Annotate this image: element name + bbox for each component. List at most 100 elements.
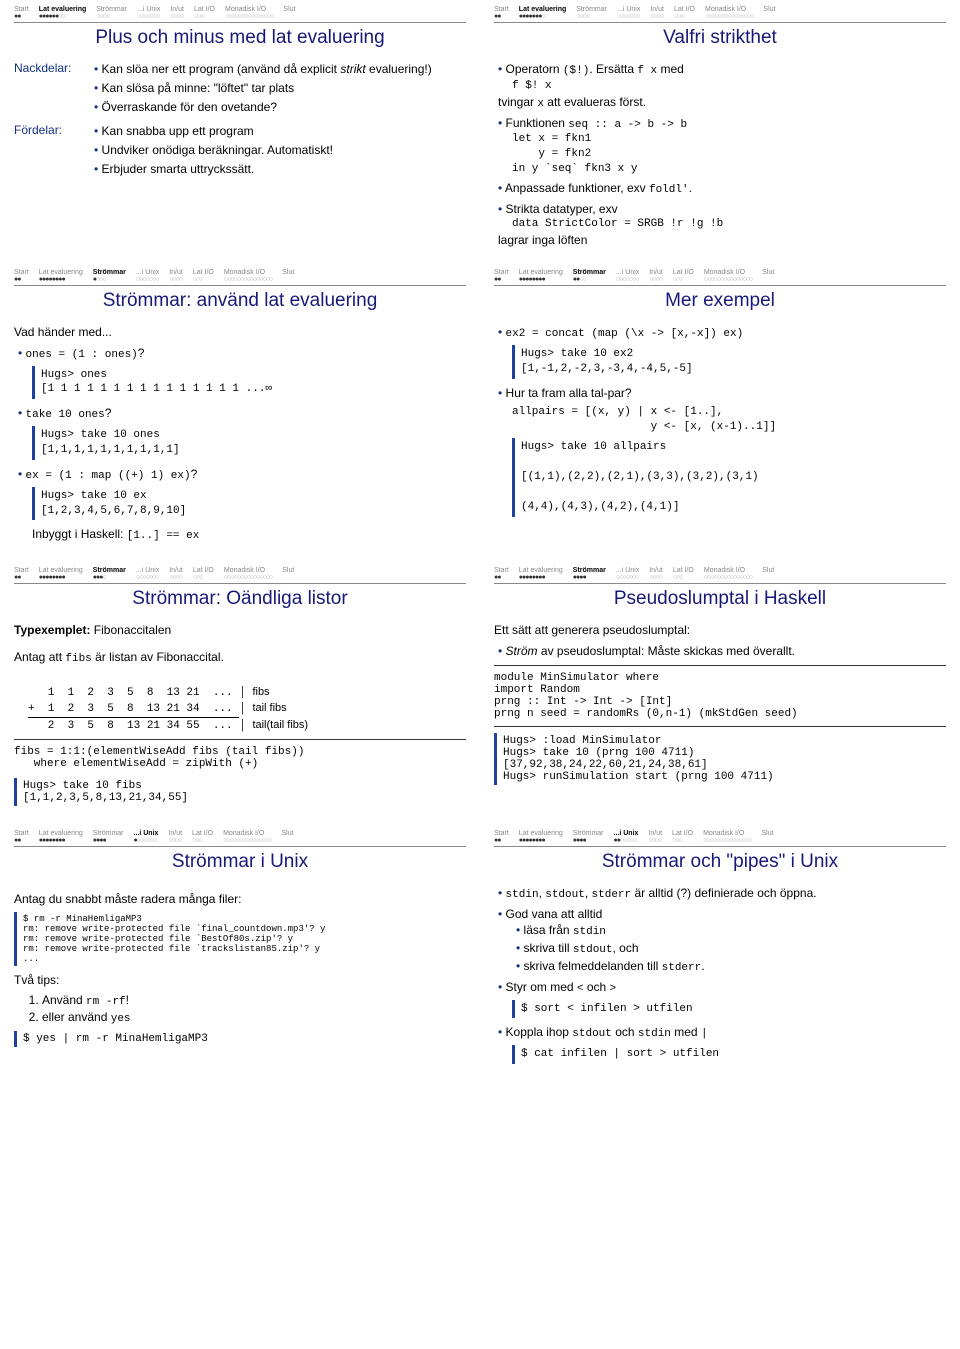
nav-item: Lat evaluering●●●●●●●● xyxy=(39,269,83,283)
nav-item: Monadisk I/O○○○○○○○○○○○○○○○ xyxy=(705,6,753,20)
nav-item: Monadisk I/O○○○○○○○○○○○○○○○ xyxy=(224,567,272,581)
nav-item: Lat evaluering●●●●●●●● xyxy=(519,830,563,844)
prng-list: Ström av pseudoslumptal: Måste skickas m… xyxy=(494,643,946,659)
nav-item: ...i Unix●●○○○○○ xyxy=(614,830,639,844)
nav-item: Monadisk I/O○○○○○○○○○○○○○○○ xyxy=(703,830,751,844)
nav-item: Strömmar●●●● xyxy=(573,567,606,581)
nav-item: Monadisk I/O○○○○○○○○○○○○○○○ xyxy=(225,6,273,20)
nav-item: Lat I/O○○○ xyxy=(674,6,695,20)
nav-item: In/ut○○○○ xyxy=(169,567,183,581)
stream-list: ones = (1 : ones)? Hugs> ones [1 1 1 1 1… xyxy=(14,345,466,521)
nav-item: Lat evaluering●●●●●●○○ xyxy=(39,6,86,20)
slide-nav: Start●● Lat evaluering●●●●●●○○ Strömmar○○○… xyxy=(14,6,466,23)
nav-item: Slut xyxy=(281,830,293,844)
slide-nav: Start●●Lat evaluering●●●●●●●●Strömmar●●●… xyxy=(14,567,466,584)
code-block: Hugs> :load MinSimulator Hugs> take 10 (… xyxy=(494,733,946,785)
slide-title: Strömmar och "pipes" i Unix xyxy=(494,851,946,873)
nav-item: Lat I/O○○○ xyxy=(193,269,214,283)
nav-item: Slut xyxy=(282,567,294,581)
nav-item: Slut xyxy=(761,830,773,844)
nav-item: ...i Unix○○○○○○○ xyxy=(616,269,639,283)
example-list: ex2 = concat (map (\x -> [x,-x]) ex) Hug… xyxy=(494,324,946,517)
nav-item: Slut xyxy=(763,6,775,20)
tips-list: Använd rm -rf! eller använd yes xyxy=(14,993,466,1025)
nav-item: Monadisk I/O○○○○○○○○○○○○○○○ xyxy=(704,567,752,581)
nav-item: Lat evaluering●●●●●●●○ xyxy=(519,6,566,20)
code-block: module MinSimulator where import Random … xyxy=(494,672,946,720)
code-block: Hugs> take 10 fibs [1,1,2,3,5,8,13,21,34… xyxy=(14,778,466,806)
slide-nav: Start●● Lat evaluering●●●●●●●● Strömmar●●●… xyxy=(14,830,466,847)
intro-text: Ett sätt att generera pseudoslumptal: xyxy=(494,622,946,639)
pipes-list: stdin, stdout, stderr är alltid (?) defi… xyxy=(494,885,946,1064)
slide-nav: Start●● Lat evaluering●●●●●●●○ Strömmar○○○… xyxy=(494,6,946,23)
nav-item: Strömmar○○○○ xyxy=(96,6,127,20)
slide-title: Pseudoslumptal i Haskell xyxy=(494,588,946,610)
code-block: $ rm -r MinaHemligaMP3 rm: remove write-… xyxy=(14,912,466,966)
code-block: $ sort < infilen > utfilen xyxy=(512,1000,946,1019)
nav-item: Lat evaluering●●●●●●●● xyxy=(39,567,83,581)
nav-item: In/ut○○○○ xyxy=(649,269,663,283)
slide-nav: Start●●Lat evaluering●●●●●●●●Strömmar●●○… xyxy=(494,269,946,286)
fib-table: 1 1 2 3 5 8 13 21 ... │ fibs + 1 2 3 5 8… xyxy=(28,671,466,733)
nav-item: Slut xyxy=(282,269,294,283)
slide-nav: Start●● Lat evaluering●●●●●●●● Strömmar●●●… xyxy=(494,830,946,847)
code-block: Hugs> take 10 ones [1,1,1,1,1,1,1,1,1,1] xyxy=(32,426,466,460)
slide: Start●●Lat evaluering●●●●●●●●Strömmar●●●… xyxy=(480,561,960,824)
nav-item: Lat I/O○○○ xyxy=(673,269,694,283)
nav-item: Strömmar○○○○ xyxy=(576,6,607,20)
nav-item: Strömmar●●●● xyxy=(573,830,604,844)
nav-item: Start●● xyxy=(14,6,29,20)
nackdelar-list: Kan slöa ner ett program (använd då expl… xyxy=(90,61,466,119)
nav-item: Slut xyxy=(762,269,774,283)
slide-title: Plus och minus med lat evaluering xyxy=(14,27,466,49)
slide-title: Strömmar i Unix xyxy=(14,851,466,873)
nav-item: Start●● xyxy=(14,269,29,283)
nav-item: Strömmar●○○○ xyxy=(93,269,126,283)
nav-item: Start●● xyxy=(14,830,29,844)
code-block: Hugs> ones [1 1 1 1 1 1 1 1 1 1 1 1 1 1 … xyxy=(32,366,466,400)
slide: Start●●Lat evaluering●●●●●●●●Strömmar●●○… xyxy=(480,263,960,561)
nav-item: In/ut○○○○ xyxy=(649,567,663,581)
slide-nav: Start●● Lat evaluering●●●●●●●● Strömmar●○○… xyxy=(14,269,466,286)
nackdelar-label: Nackdelar: xyxy=(14,61,84,119)
slide: Start●● Lat evaluering●●●●●●○○ Strömmar○○○… xyxy=(0,0,480,263)
code-block: $ yes | rm -r MinaHemligaMP3 xyxy=(14,1031,466,1047)
slide-title: Valfri strikthet xyxy=(494,27,946,49)
slide: Start●● Lat evaluering●●●●●●●● Strömmar●○○… xyxy=(0,263,480,561)
code-block: Hugs> take 10 ex2 [1,-1,2,-2,3,-3,4,-4,5… xyxy=(512,345,946,379)
nav-item: ...i Unix○○○○○○○ xyxy=(616,567,639,581)
nav-item: Lat I/O○○○ xyxy=(193,567,214,581)
nav-item: ...i Unix○○○○○○○ xyxy=(136,269,159,283)
nav-item: In/ut○○○○ xyxy=(170,6,184,20)
nav-item: Slut xyxy=(283,6,295,20)
nav-item: Strömmar●●●● xyxy=(93,830,124,844)
nav-item: In/ut○○○○ xyxy=(169,269,183,283)
intro-text: Antag du snabbt måste radera många filer… xyxy=(14,891,466,908)
nav-item: In/ut○○○○ xyxy=(648,830,662,844)
code-block: $ cat infilen | sort > utfilen xyxy=(512,1045,946,1064)
strikthet-list: Operatorn ($!). Ersätta f x med f $! x t… xyxy=(494,61,946,248)
code-block: fibs = 1:1:(elementWiseAdd fibs (tail fi… xyxy=(14,746,466,770)
nav-item: Monadisk I/O○○○○○○○○○○○○○○○ xyxy=(223,830,271,844)
nav-item: Lat evaluering●●●●●●●● xyxy=(39,830,83,844)
slide: Start●● Lat evaluering●●●●●●●● Strömmar●●●… xyxy=(480,824,960,1082)
nav-item: Lat evaluering●●●●●●●● xyxy=(519,269,563,283)
slide-title: Mer exempel xyxy=(494,290,946,312)
slide-title: Strömmar: Oändliga listor xyxy=(14,588,466,610)
nav-item: Start●● xyxy=(494,6,509,20)
nav-item: Strömmar●●○○ xyxy=(573,269,606,283)
nav-item: Lat I/O○○○ xyxy=(672,830,693,844)
nav-item: ...i Unix●○○○○○○ xyxy=(134,830,159,844)
slide-title: Strömmar: använd lat evaluering xyxy=(14,290,466,312)
nav-item: Start●● xyxy=(494,567,509,581)
intro-text: Vad händer med... xyxy=(14,324,466,341)
nav-item: ...i Unix○○○○○○○ xyxy=(137,6,160,20)
slide: Start●● Lat evaluering●●●●●●●● Strömmar●●●… xyxy=(0,824,480,1082)
nav-item: In/ut○○○○ xyxy=(168,830,182,844)
code-block: Hugs> take 10 ex [1,2,3,4,5,6,7,8,9,10] xyxy=(32,487,466,521)
slide: Start●●Lat evaluering●●●●●●●●Strömmar●●●… xyxy=(0,561,480,824)
nav-item: ...i Unix○○○○○○○ xyxy=(617,6,640,20)
nav-item: Lat I/O○○○ xyxy=(194,6,215,20)
nav-item: Monadisk I/O○○○○○○○○○○○○○○○ xyxy=(224,269,272,283)
nav-item: Start●● xyxy=(494,830,509,844)
